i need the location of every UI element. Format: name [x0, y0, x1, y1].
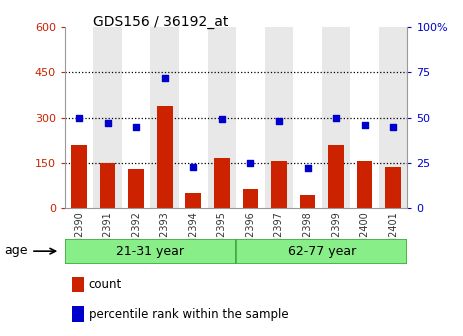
Text: 21-31 year: 21-31 year: [117, 245, 184, 258]
Bar: [271, 161, 287, 208]
Point: [104, 120, 112, 126]
Bar: [122, 27, 150, 208]
Bar: [214, 158, 230, 208]
Bar: [322, 27, 350, 208]
Point: [389, 124, 397, 129]
Bar: [179, 27, 207, 208]
Bar: [71, 145, 87, 208]
Bar: [357, 161, 372, 208]
Bar: [328, 145, 344, 208]
Bar: [293, 27, 322, 208]
Text: GDS156 / 36192_at: GDS156 / 36192_at: [93, 15, 228, 29]
Point: [161, 75, 169, 80]
Point: [275, 119, 283, 124]
Bar: [265, 27, 293, 208]
Point: [75, 115, 83, 120]
Point: [361, 122, 369, 128]
Bar: [236, 239, 407, 264]
Bar: [65, 27, 94, 208]
Bar: [94, 27, 122, 208]
Bar: [72, 277, 84, 292]
Bar: [385, 167, 401, 208]
Point: [247, 160, 254, 166]
Point: [132, 124, 140, 129]
Bar: [207, 27, 236, 208]
Bar: [157, 106, 173, 208]
Point: [304, 166, 311, 171]
Bar: [150, 27, 179, 208]
Text: count: count: [89, 278, 122, 291]
Text: age: age: [5, 245, 28, 257]
Bar: [128, 169, 144, 208]
Bar: [300, 195, 315, 208]
Bar: [379, 27, 407, 208]
Bar: [350, 27, 379, 208]
Bar: [186, 193, 201, 208]
Bar: [100, 163, 115, 208]
Bar: [243, 189, 258, 208]
Bar: [65, 239, 236, 264]
Text: 62-77 year: 62-77 year: [288, 245, 356, 258]
Bar: [72, 306, 84, 322]
Point: [190, 164, 197, 169]
Point: [218, 117, 225, 122]
Bar: [236, 27, 265, 208]
Point: [332, 115, 340, 120]
Text: percentile rank within the sample: percentile rank within the sample: [89, 308, 288, 321]
